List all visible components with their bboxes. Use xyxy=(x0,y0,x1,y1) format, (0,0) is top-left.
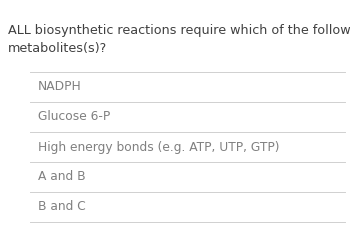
Text: Glucose 6-P: Glucose 6-P xyxy=(38,111,110,123)
Text: ALL biosynthetic reactions require which of the following: ALL biosynthetic reactions require which… xyxy=(8,24,350,37)
Text: NADPH: NADPH xyxy=(38,81,82,93)
Text: B and C: B and C xyxy=(38,201,86,213)
Text: A and B: A and B xyxy=(38,171,86,183)
Text: metabolites(s)?: metabolites(s)? xyxy=(8,42,107,55)
Text: High energy bonds (e.g. ATP, UTP, GTP): High energy bonds (e.g. ATP, UTP, GTP) xyxy=(38,141,280,153)
